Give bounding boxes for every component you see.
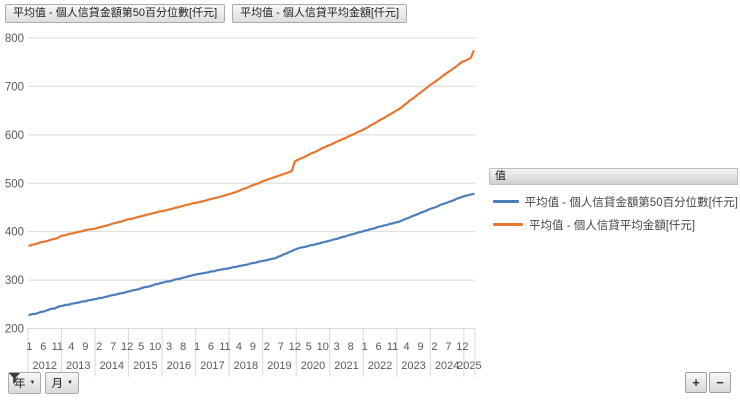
svg-text:12: 12 bbox=[289, 341, 301, 353]
chevron-down-icon: ▼ bbox=[66, 380, 73, 386]
value-field-button-mean[interactable]: 平均值 - 個人信貸平均金額[仟元] bbox=[232, 4, 408, 23]
svg-text:10: 10 bbox=[149, 341, 161, 353]
svg-text:7: 7 bbox=[110, 341, 116, 353]
svg-text:2: 2 bbox=[431, 341, 437, 353]
mean-series-swatch bbox=[493, 223, 523, 226]
svg-text:2: 2 bbox=[264, 341, 270, 353]
svg-text:6: 6 bbox=[376, 341, 382, 353]
svg-text:2016: 2016 bbox=[167, 360, 191, 372]
svg-text:2018: 2018 bbox=[234, 360, 258, 372]
svg-text:2013: 2013 bbox=[66, 360, 90, 372]
legend-label-median: 平均值 - 個人信貸金額第50百分位數[仟元] bbox=[524, 196, 738, 209]
svg-text:2015: 2015 bbox=[133, 360, 157, 372]
svg-text:9: 9 bbox=[417, 341, 423, 353]
median-series-swatch bbox=[493, 200, 519, 203]
svg-text:2025: 2025 bbox=[457, 360, 481, 372]
chevron-down-icon: ▼ bbox=[29, 380, 36, 386]
svg-text:5: 5 bbox=[138, 341, 144, 353]
legend-item-median: 平均值 - 個人信貸金額第50百分位數[仟元] bbox=[489, 190, 738, 213]
svg-text:2014: 2014 bbox=[100, 360, 124, 372]
svg-text:2: 2 bbox=[96, 341, 102, 353]
svg-text:9: 9 bbox=[250, 341, 256, 353]
legend-field-button[interactable]: 值 bbox=[489, 168, 738, 185]
svg-text:2020: 2020 bbox=[301, 360, 325, 372]
svg-text:12: 12 bbox=[121, 341, 133, 353]
svg-text:500: 500 bbox=[5, 178, 24, 190]
collapse-button[interactable]: − bbox=[709, 372, 731, 393]
legend-label-mean: 平均值 - 個人信貸平均金額[仟元] bbox=[529, 219, 696, 232]
svg-text:1: 1 bbox=[362, 341, 368, 353]
svg-text:1: 1 bbox=[26, 341, 32, 353]
axis-field-buttons: 年 ▼ 月 ▼ bbox=[8, 372, 79, 394]
svg-text:2022: 2022 bbox=[368, 360, 392, 372]
svg-text:4: 4 bbox=[68, 341, 74, 353]
svg-text:200: 200 bbox=[5, 324, 24, 336]
svg-text:2021: 2021 bbox=[334, 360, 358, 372]
year-filter-label: 年 bbox=[14, 378, 26, 390]
filter-funnel-icon bbox=[9, 373, 20, 384]
year-filter-button[interactable]: 年 ▼ bbox=[8, 372, 42, 394]
svg-text:400: 400 bbox=[5, 227, 24, 239]
legend-items: 平均值 - 個人信貸金額第50百分位數[仟元] 平均值 - 個人信貸平均金額[仟… bbox=[489, 185, 738, 236]
legend: 值 平均值 - 個人信貸金額第50百分位數[仟元] 平均值 - 個人信貸平均金額… bbox=[489, 168, 738, 236]
svg-text:600: 600 bbox=[5, 130, 24, 142]
svg-text:2012: 2012 bbox=[33, 360, 57, 372]
svg-text:12: 12 bbox=[456, 341, 468, 353]
expand-button[interactable]: + bbox=[685, 372, 707, 393]
svg-text:11: 11 bbox=[219, 341, 230, 353]
svg-text:3: 3 bbox=[166, 341, 172, 353]
legend-item-mean: 平均值 - 個人信貸平均金額[仟元] bbox=[489, 213, 738, 236]
svg-text:700: 700 bbox=[5, 81, 24, 93]
svg-text:6: 6 bbox=[40, 341, 46, 353]
svg-text:5: 5 bbox=[306, 341, 312, 353]
svg-text:7: 7 bbox=[278, 341, 284, 353]
svg-text:3: 3 bbox=[334, 341, 340, 353]
svg-text:2023: 2023 bbox=[401, 360, 425, 372]
drilldown-buttons: + − bbox=[685, 372, 731, 393]
value-field-button-median[interactable]: 平均值 - 個人信貸金額第50百分位數[仟元] bbox=[5, 4, 226, 23]
svg-text:9: 9 bbox=[82, 341, 88, 353]
svg-text:7: 7 bbox=[445, 341, 451, 353]
svg-text:300: 300 bbox=[5, 275, 24, 287]
svg-text:4: 4 bbox=[403, 341, 409, 353]
svg-text:4: 4 bbox=[236, 341, 242, 353]
svg-text:10: 10 bbox=[317, 341, 329, 353]
svg-text:2019: 2019 bbox=[267, 360, 291, 372]
month-filter-label: 月 bbox=[51, 378, 63, 390]
svg-text:800: 800 bbox=[5, 33, 24, 45]
svg-text:6: 6 bbox=[208, 341, 214, 353]
svg-text:11: 11 bbox=[387, 341, 398, 353]
svg-text:2017: 2017 bbox=[200, 360, 224, 372]
svg-text:8: 8 bbox=[180, 341, 186, 353]
svg-text:11: 11 bbox=[52, 341, 63, 353]
svg-text:1: 1 bbox=[194, 341, 200, 353]
svg-text:2024: 2024 bbox=[435, 360, 459, 372]
month-filter-button[interactable]: 月 ▼ bbox=[9, 372, 79, 394]
value-field-buttons: 平均值 - 個人信貸金額第50百分位數[仟元] 平均值 - 個人信貸平均金額[仟… bbox=[5, 4, 408, 23]
svg-text:8: 8 bbox=[348, 341, 354, 353]
